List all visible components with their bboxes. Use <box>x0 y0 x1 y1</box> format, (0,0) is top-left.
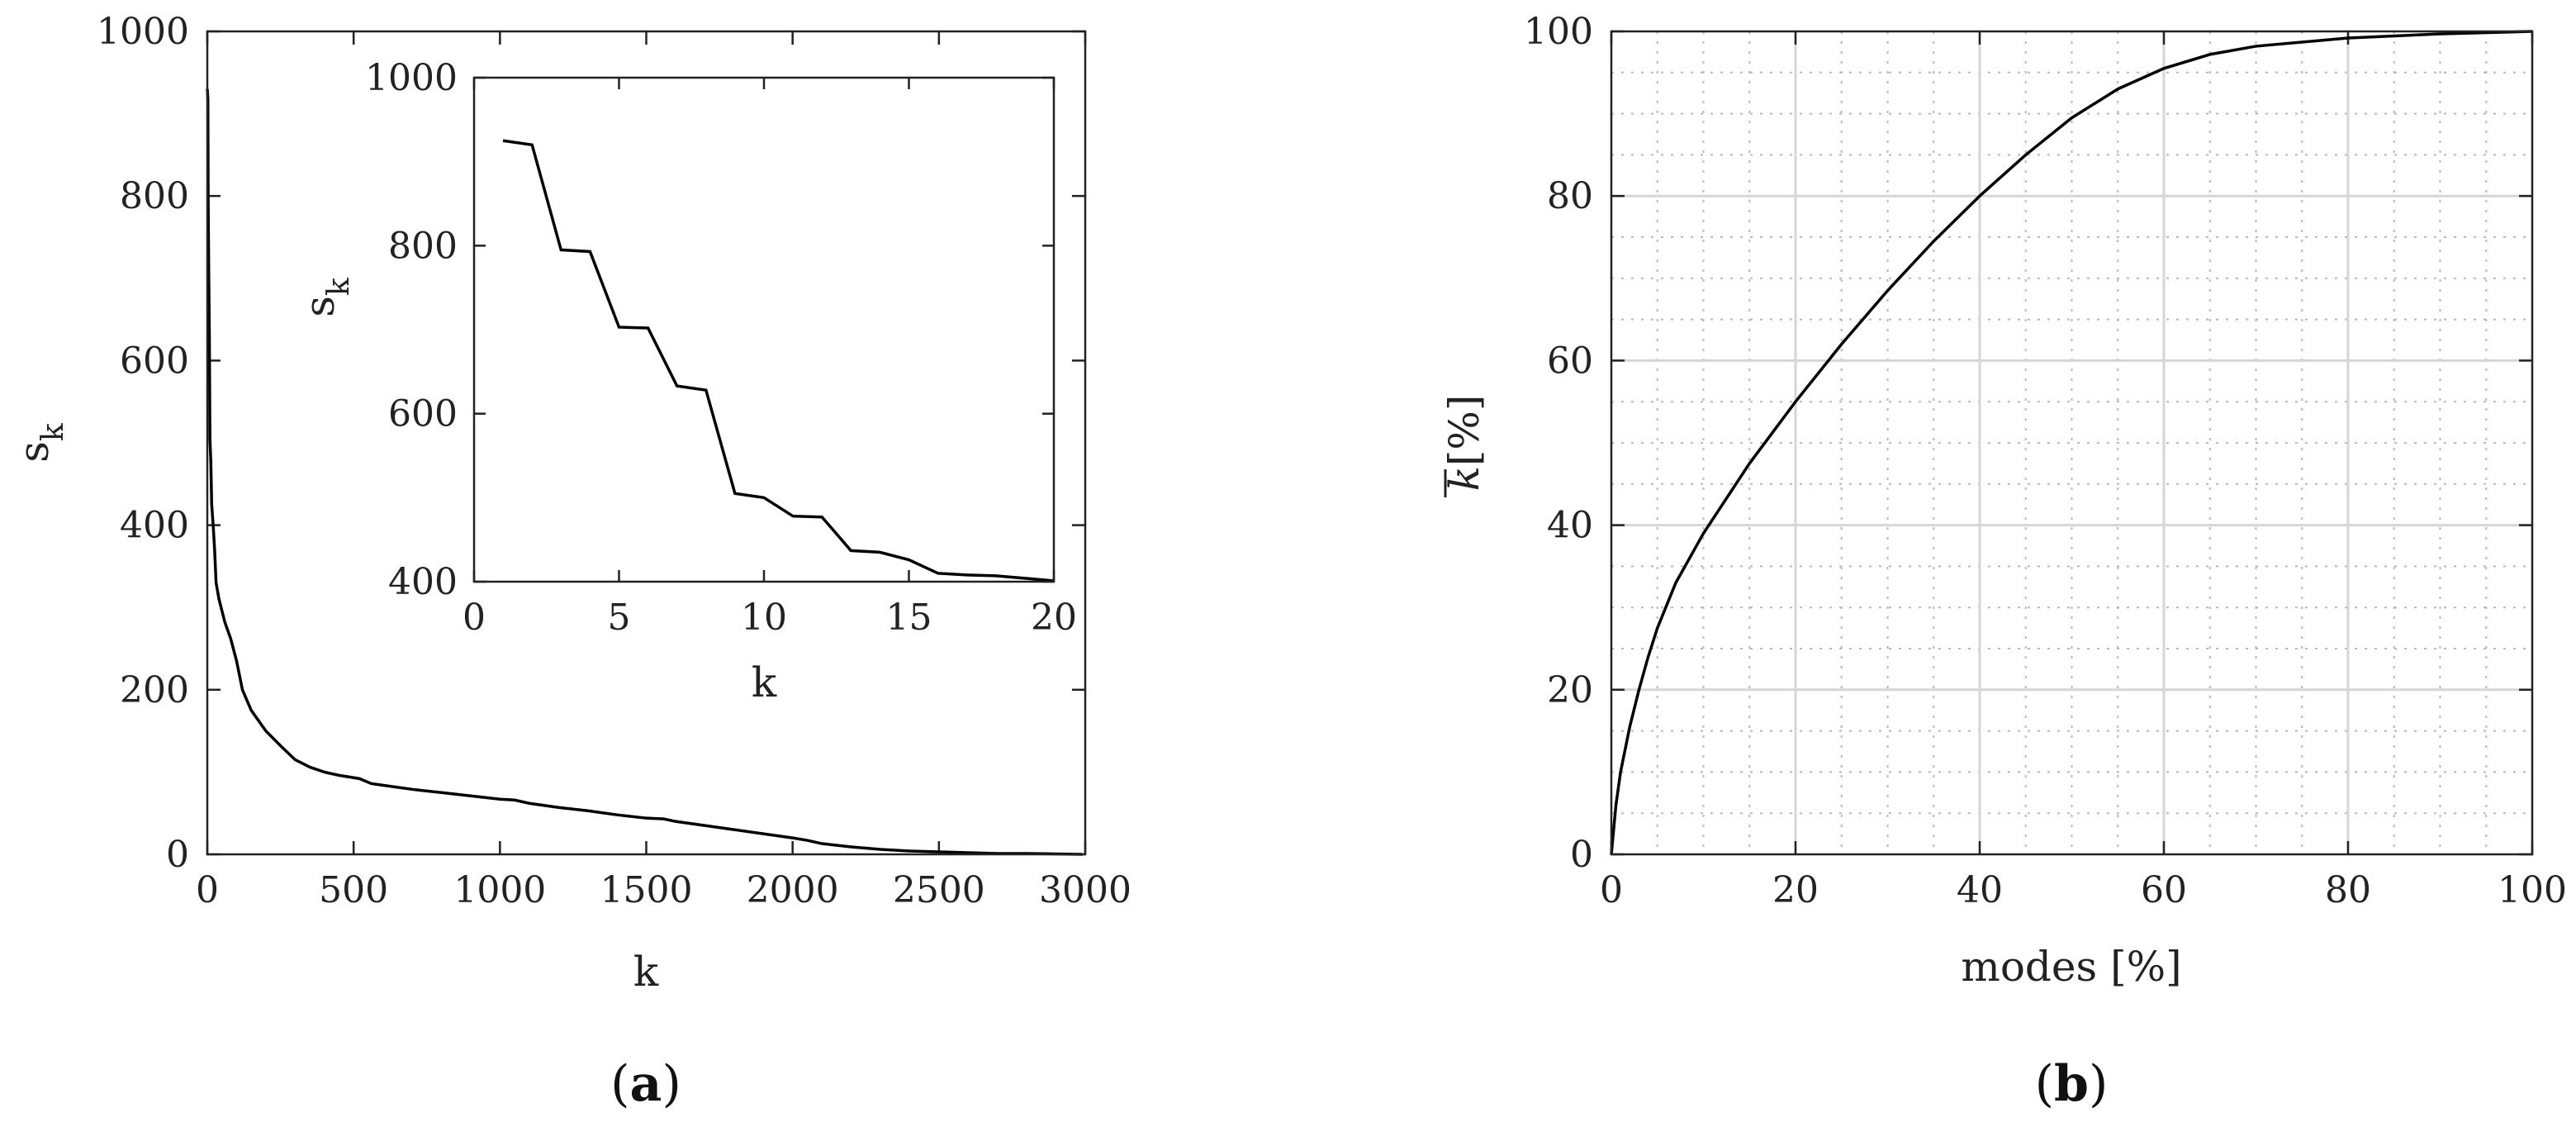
panel-b-axes-box <box>1610 30 2534 856</box>
panel-a-main-plot: 0 500 1000 1500 2000 2500 30000200400600800100… <box>10 11 1131 1113</box>
inset-axes-box <box>472 76 1056 583</box>
panel-a-y-tick-label: 600 <box>120 340 189 382</box>
panel-b-y-tick-label: 100 <box>1524 11 1593 53</box>
panel-a-x-tick-label: 3000 <box>1039 869 1131 911</box>
inset-singular-value-curve <box>502 139 1055 583</box>
panel-a-singular-value-curve <box>206 88 1083 856</box>
panel-b-y-tick-label: 80 <box>1547 175 1593 217</box>
panel-b-y-axis-label: k[%] <box>1440 395 1488 492</box>
inset-y-tick-label: 800 <box>388 225 458 267</box>
panel-a-inset-plot: 0 5 10 15 20 400 600 800 1000 k sk <box>296 57 1077 706</box>
panel-a-y-tick-label: 400 <box>120 505 189 547</box>
inset-x-axis-label: k <box>752 659 777 706</box>
panel-a-x-tick-label: 1500 <box>600 869 693 911</box>
panel-a-x-tick-label: 0 <box>196 869 219 911</box>
panel-b-y-tick-label: 60 <box>1547 340 1593 382</box>
inset-plot-area <box>474 78 1054 582</box>
panel-a-x-tick-label: 2500 <box>893 869 985 911</box>
inset-x-tick-label: 15 <box>886 597 932 639</box>
panel-a-y-tick-label: 0 <box>166 834 189 876</box>
panel-b-x-tick-label: 100 <box>2498 869 2567 911</box>
panel-b-y-tick-label: 0 <box>1570 834 1593 876</box>
panel-b-x-tick-label: 80 <box>2325 869 2371 911</box>
panel-a-y-tick-label: 800 <box>120 175 189 217</box>
inset-x-tick-label: 0 <box>463 597 486 639</box>
inset-y-tick-label: 400 <box>388 561 458 603</box>
panel-a-x-tick-label: 1000 <box>453 869 546 911</box>
panel-b-plot-area <box>1611 31 2532 854</box>
panel-a-axes-box <box>206 30 1087 856</box>
panel-a-y-axis-label: sk <box>10 422 70 463</box>
panel-b-x-tick-label: 60 <box>2141 869 2187 911</box>
inset-y-axis-label: sk <box>296 277 356 317</box>
panel-a-x-tick-label: 2000 <box>747 869 839 911</box>
inset-x-tick-label: 5 <box>608 597 631 639</box>
panel-a-label: (a) <box>610 1055 681 1113</box>
panel-b-cumulative-energy-curve <box>1610 30 2533 855</box>
inset-x-tick-label: 10 <box>741 597 787 639</box>
panel-a-x-axis-label: k <box>633 948 659 996</box>
inset-y-tick-label: 600 <box>388 393 458 435</box>
panel-a-y-tick-label: 1000 <box>97 11 189 53</box>
panel-a-y-tick-label: 200 <box>120 669 189 711</box>
panel-b-y-tick-label: 20 <box>1547 669 1593 711</box>
inset-y-tick-label: 1000 <box>365 57 458 99</box>
panel-b-y-tick-label: 40 <box>1547 505 1593 547</box>
panel-a-x-tick-label: 500 <box>319 869 388 911</box>
panel-b-x-tick-label: 40 <box>1957 869 2003 911</box>
inset-x-tick-label: 20 <box>1031 597 1077 639</box>
panel-b-label: (b) <box>2035 1055 2109 1113</box>
panel-b-x-axis-label: modes [%] <box>1961 943 2181 991</box>
panel-b-x-tick-label: 0 <box>1600 869 1623 911</box>
panel-b-x-tick-label: 20 <box>1772 869 1819 911</box>
